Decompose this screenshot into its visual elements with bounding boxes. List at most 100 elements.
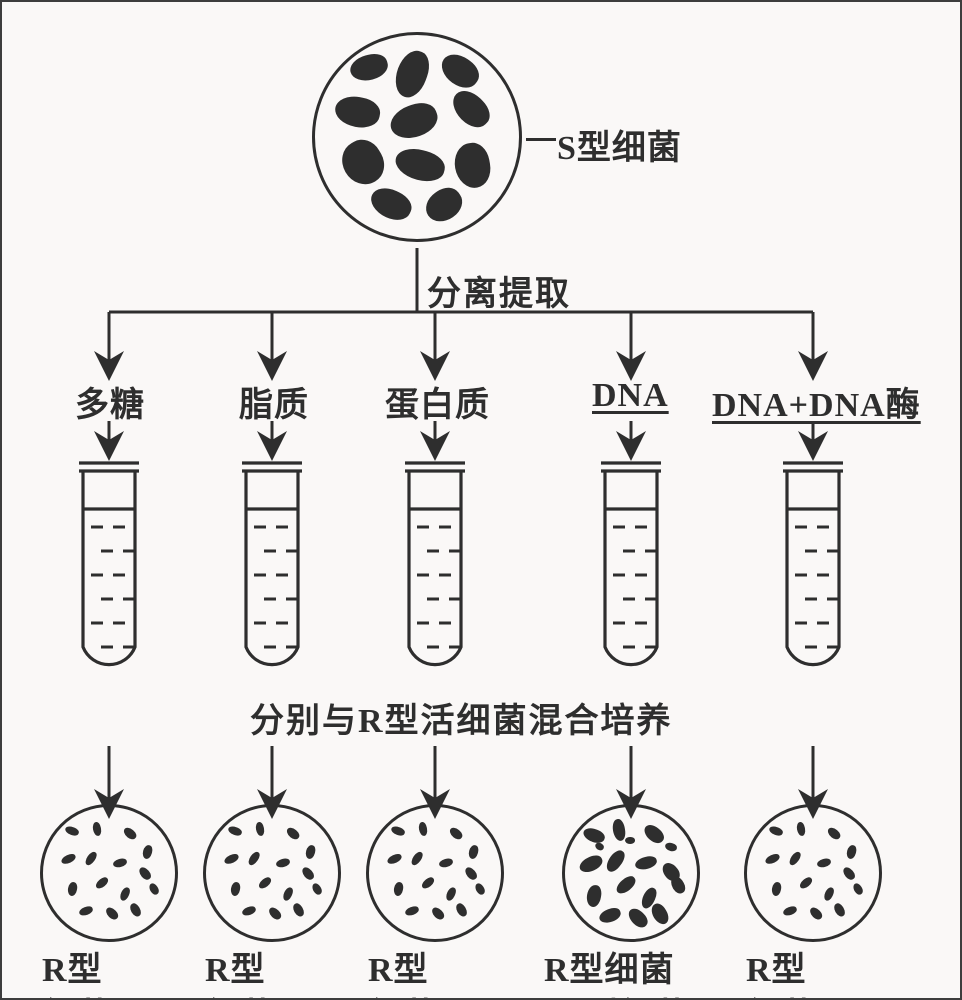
bacteria-blob — [112, 857, 128, 868]
bacteria-blob — [796, 821, 806, 836]
bacteria-blob — [60, 852, 77, 866]
bacteria-blob — [311, 882, 324, 896]
bacteria-blob — [597, 906, 622, 926]
bacteria-blob — [94, 875, 110, 890]
result-label-1: R型细菌 — [205, 948, 275, 1000]
bacteria-blob — [430, 905, 446, 921]
bacteria-blob — [625, 837, 635, 844]
bacteria-blob — [852, 882, 865, 896]
bacteria-blob — [585, 884, 603, 908]
bacteria-blob — [768, 825, 784, 837]
bacteria-blob — [255, 821, 265, 836]
bacteria-blob — [446, 84, 495, 133]
bacteria-blob — [832, 902, 847, 919]
bacteria-blob — [467, 844, 479, 860]
top-dish-label: S型细菌 — [557, 120, 682, 169]
bacteria-blob — [826, 826, 843, 842]
top-dish-s-bacteria — [312, 32, 522, 242]
result-dish-0 — [40, 804, 178, 942]
bacteria-blob — [304, 844, 316, 860]
bacteria-blob — [668, 874, 687, 896]
bacteria-blob — [448, 826, 465, 842]
column-label-1: 脂质 — [239, 377, 309, 426]
bacteria-blob — [104, 905, 120, 921]
result-dish-2 — [366, 804, 504, 942]
bacteria-blob — [451, 140, 493, 190]
bacteria-blob — [845, 844, 857, 860]
bacteria-blob — [393, 881, 404, 896]
bacteria-blob — [223, 852, 240, 866]
result-dish-1 — [203, 804, 341, 942]
bacteria-blob — [241, 905, 257, 917]
column-label-4: DNA+DNA酶 — [712, 377, 921, 426]
bacteria-blob — [137, 865, 153, 882]
bacteria-blob — [122, 826, 139, 842]
bacteria-blob — [246, 850, 261, 867]
bacteria-blob — [641, 822, 667, 847]
bacteria-blob — [782, 905, 798, 917]
column-label-0: 多糖 — [75, 377, 145, 426]
bacteria-blob — [92, 821, 102, 836]
bacteria-blob — [78, 905, 94, 917]
bacteria-blob — [404, 905, 420, 917]
bacteria-blob — [334, 133, 391, 192]
bacteria-blob — [454, 902, 469, 919]
label-connector-dash — [526, 138, 556, 141]
bacteria-blob — [664, 842, 678, 853]
bacteria-blob — [386, 98, 442, 144]
bacteria-blob — [67, 881, 78, 896]
bacteria-blob — [257, 875, 273, 890]
bacteria-blob — [347, 51, 390, 85]
bacteria-blob — [420, 875, 436, 890]
bacteria-blob — [816, 857, 832, 868]
result-label-2: R型细菌 — [368, 948, 438, 1000]
result-dish-4 — [744, 804, 882, 942]
bacteria-blob — [392, 144, 448, 186]
bacteria-blob — [291, 902, 306, 919]
mix-step-label: 分别与R型活细菌混合培养 — [250, 693, 673, 742]
bacteria-blob — [603, 847, 627, 874]
bacteria-blob — [577, 853, 605, 876]
extract-step-label: 分离提取 — [427, 266, 571, 315]
bacteria-blob — [798, 875, 814, 890]
test-tube-4 — [781, 457, 845, 677]
bacteria-blob — [648, 901, 671, 927]
result-label-3: R型细菌+S型细菌 — [544, 948, 689, 1000]
bacteria-blob — [444, 886, 457, 902]
bacteria-blob — [463, 865, 479, 882]
bacteria-blob — [634, 854, 658, 871]
result-label-4: R型细菌 — [746, 948, 816, 1000]
bacteria-blob — [83, 850, 98, 867]
column-label-2: 蛋白质 — [385, 377, 490, 426]
bacteria-blob — [333, 93, 383, 130]
bacteria-blob — [281, 886, 294, 902]
bacteria-blob — [141, 844, 153, 860]
test-tube-3 — [599, 457, 663, 677]
bacteria-blob — [64, 825, 80, 837]
result-label-0: R型细菌 — [42, 948, 112, 1000]
bacteria-blob — [390, 825, 406, 837]
bacteria-blob — [474, 882, 487, 896]
bacteria-blob — [614, 873, 639, 896]
bacteria-blob — [128, 902, 143, 919]
test-tube-2 — [403, 457, 467, 677]
bacteria-blob — [822, 886, 835, 902]
bacteria-blob — [418, 821, 428, 836]
bacteria-blob — [148, 882, 161, 896]
bacteria-blob — [438, 857, 454, 868]
bacteria-blob — [227, 825, 243, 837]
bacteria-blob — [771, 881, 782, 896]
bacteria-blob — [764, 852, 781, 866]
bacteria-blob — [436, 48, 485, 94]
bacteria-blob — [275, 857, 291, 868]
bacteria-blob — [409, 850, 424, 867]
bacteria-blob — [841, 865, 857, 882]
bacteria-blob — [390, 46, 435, 101]
bacteria-blob — [594, 841, 605, 852]
test-tube-1 — [240, 457, 304, 677]
bacteria-blob — [625, 905, 650, 930]
bacteria-blob — [787, 850, 802, 867]
bacteria-blob — [230, 881, 241, 896]
test-tube-0 — [77, 457, 141, 677]
bacteria-blob — [366, 182, 416, 225]
